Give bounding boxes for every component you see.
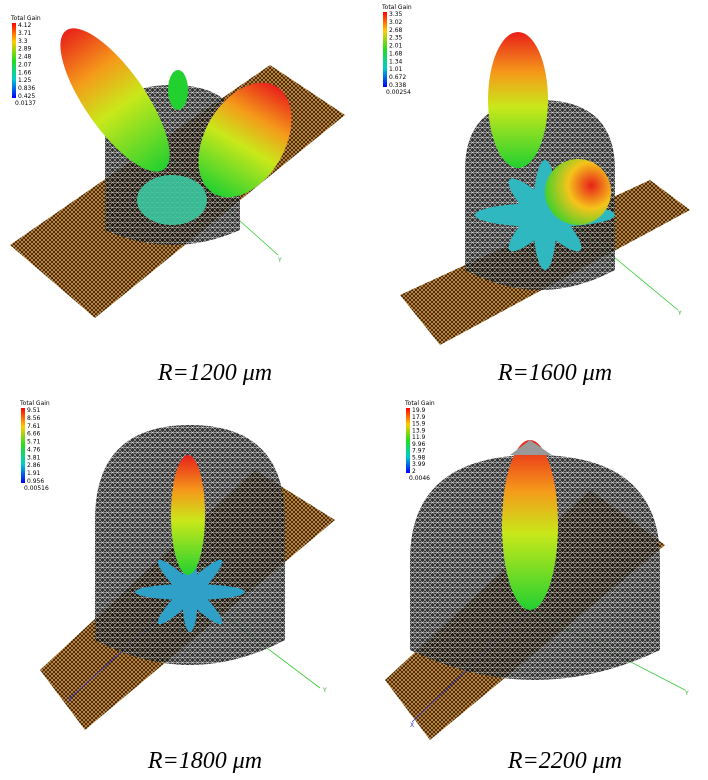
legend-label: 7.61: [27, 423, 41, 430]
color-bar: [12, 23, 16, 98]
legend-label: 3.35: [389, 11, 403, 18]
panel-4-render: [385, 440, 685, 740]
legend-label: 2.07: [18, 61, 32, 68]
panel-1-render: [10, 13, 345, 318]
legend-label: 0.672: [389, 74, 406, 81]
legend-label: 1.66: [18, 69, 32, 76]
axis-label: X: [68, 697, 72, 704]
legend-label: 4.12: [18, 22, 32, 29]
panel-3-render: [40, 425, 335, 730]
legend-label: 5.71: [27, 439, 41, 446]
axis-label: Y: [277, 257, 282, 264]
legend-label: 2.89: [18, 46, 32, 53]
legend-label: 9.51: [27, 407, 41, 414]
legend-label: 0.836: [18, 85, 35, 92]
axis-label: Y: [322, 687, 327, 694]
axis-label: Y: [677, 310, 682, 317]
legend-title: Total Gain: [19, 400, 50, 407]
color-bar: [21, 408, 25, 483]
legend-label: 3.71: [18, 30, 32, 37]
legend-label: 3.81: [27, 454, 41, 461]
legend-label: 2.35: [389, 35, 403, 42]
caption: R=1200 μm: [157, 360, 272, 386]
legend-label: 0.956: [27, 478, 44, 485]
legend-title: Total Gain: [381, 4, 412, 11]
legend-label: 3.3: [18, 38, 28, 45]
legend-label: 1.01: [389, 66, 403, 73]
figure: R=1200 μm R=1600 μm R=1800 μm R=2200 μm …: [0, 0, 708, 780]
legend-label: 1.34: [389, 58, 403, 65]
legend-label: 0.0137: [15, 100, 36, 107]
axis-label: Y: [684, 690, 689, 697]
legend-label: 0.00516: [24, 485, 49, 492]
legend-label: 2.01: [389, 43, 403, 50]
color-bar: [383, 12, 387, 87]
legend-label: 1.68: [389, 50, 403, 57]
legend-label: 2.86: [27, 462, 41, 469]
legend-label: 0.338: [389, 82, 406, 89]
legend-label: 6.66: [27, 431, 41, 438]
legend-label: 2.48: [18, 54, 32, 61]
panel-2-render: [400, 32, 690, 345]
legend-title: Total Gain: [10, 15, 41, 22]
legend-label: 2.68: [389, 27, 403, 34]
legend-label: 0.425: [18, 93, 35, 100]
legend-label: 3.02: [389, 19, 403, 26]
legend-label: 1.91: [27, 470, 41, 477]
legend-label: 1.25: [18, 77, 32, 84]
caption: R=2200 μm: [507, 748, 622, 774]
legend-label: 8.56: [27, 415, 41, 422]
color-bar: [406, 408, 410, 473]
legend-label: 4.76: [27, 446, 41, 453]
legend-label: 0.00254: [386, 89, 411, 96]
axis-label: X: [410, 722, 414, 729]
caption: R=1800 μm: [147, 748, 262, 774]
legend-title: Total Gain: [404, 400, 435, 407]
legend-label: 2: [412, 468, 416, 475]
legend-label: 0.0046: [409, 475, 430, 482]
caption: R=1600 μm: [497, 360, 612, 386]
